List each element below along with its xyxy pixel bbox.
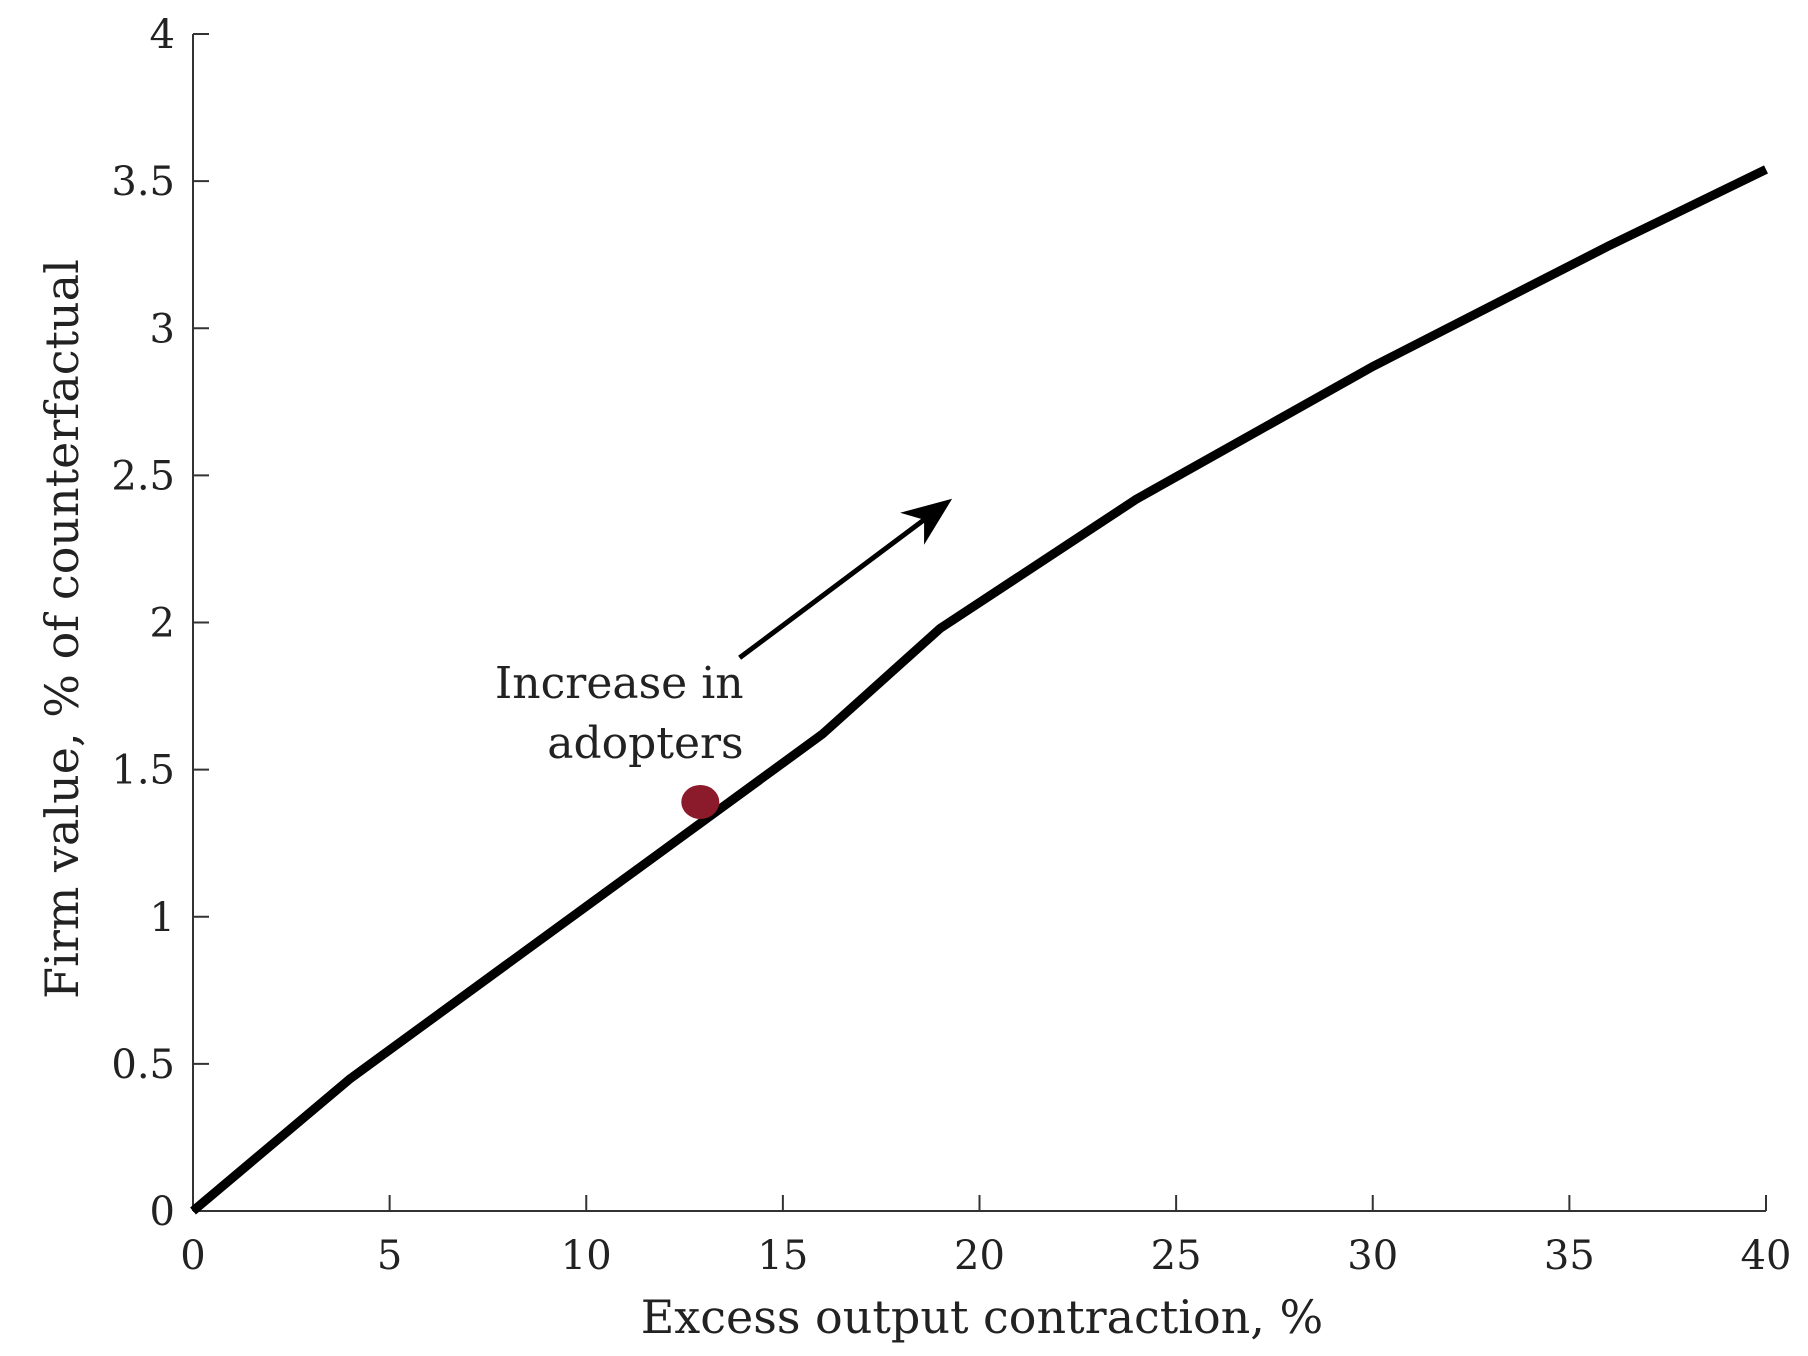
highlight-point	[681, 784, 720, 819]
annotation-arrow	[738, 498, 953, 660]
x-tick-label: 25	[1151, 1233, 1202, 1279]
series-layer	[190, 165, 1768, 1215]
annotation-text-line: adopters	[547, 718, 743, 769]
x-tick-label: 35	[1544, 1233, 1595, 1279]
y-tick-label: 3	[150, 306, 175, 352]
y-tick-label: 1.5	[111, 748, 175, 794]
x-tick-label: 30	[1347, 1233, 1398, 1279]
y-tick-label: 1	[150, 895, 175, 941]
y-axis-label: Firm value, % of counterfactual	[35, 259, 89, 999]
y-tick-label: 0	[150, 1189, 175, 1235]
x-tick-label: 40	[1741, 1233, 1792, 1279]
y-tick-label: 2.5	[111, 453, 175, 499]
axes: 0 5 10 15 20 25 30 35 40 0 0.5 1 1.5 2 2.5 3 3.5 4	[111, 12, 1791, 1279]
y-tick-label: 3.5	[111, 159, 175, 205]
y-tick-label: 2	[150, 601, 175, 647]
x-tick-label: 15	[757, 1233, 808, 1279]
x-tick-label: 5	[377, 1233, 402, 1279]
x-tick-label: 20	[954, 1233, 1005, 1279]
series-line	[190, 165, 1768, 1215]
x-axis-label: Excess output contraction, %	[641, 1290, 1324, 1344]
y-tick-label: 0.5	[111, 1042, 175, 1088]
x-tick-label: 10	[561, 1233, 612, 1279]
annotation-text-line: Increase in	[495, 658, 744, 709]
annotation-layer: Increase in adopters	[495, 498, 953, 769]
y-tick-label: 4	[150, 12, 175, 58]
x-tick-label: 0	[180, 1233, 205, 1279]
